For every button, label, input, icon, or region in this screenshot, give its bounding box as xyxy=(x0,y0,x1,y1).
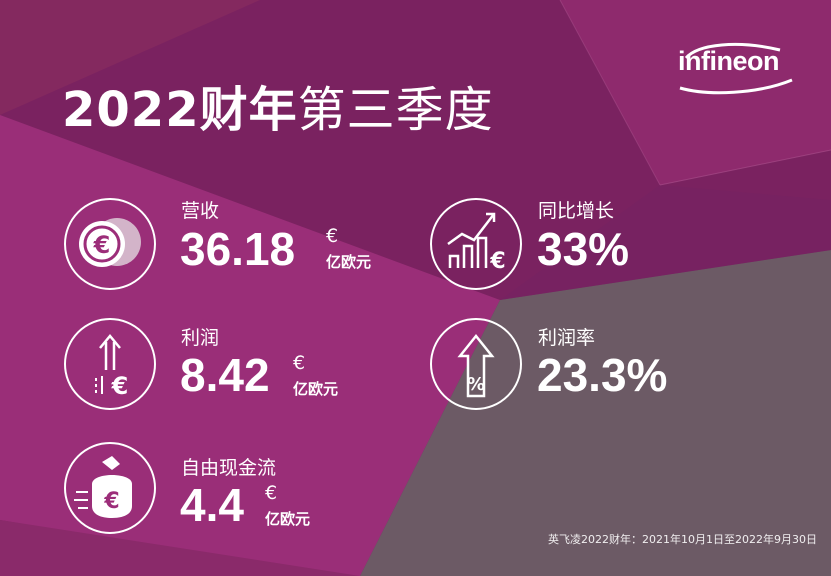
svg-text:€: € xyxy=(489,249,505,274)
growth-value: 33% xyxy=(537,223,630,275)
svg-text:€: € xyxy=(103,489,119,514)
cashflow-label: 自由现金流 xyxy=(181,457,277,479)
profit-value: 8.42 xyxy=(180,349,270,401)
money-bag-euro-icon: € xyxy=(64,442,156,534)
svg-text:€: € xyxy=(111,372,129,400)
cashflow-unit: 亿欧元 xyxy=(265,510,311,528)
euro-coins-icon: € xyxy=(64,198,156,290)
page-title: 2022财年第三季度 xyxy=(62,70,494,140)
profit-currency: € xyxy=(293,352,306,374)
svg-text:€: € xyxy=(93,231,111,259)
logo-text: infineon xyxy=(678,46,779,76)
revenue-label: 营收 xyxy=(181,200,220,222)
percent-arrow-icon: % xyxy=(430,318,522,410)
infineon-logo xyxy=(679,42,793,95)
profit-unit: 亿欧元 xyxy=(293,380,339,398)
profit-arrow-euro-icon: € xyxy=(64,318,156,410)
revenue-value: 36.18 xyxy=(180,223,296,275)
title-year: 2022财年 xyxy=(62,82,298,138)
margin-label: 利润率 xyxy=(538,327,596,349)
profit-label: 利润 xyxy=(181,327,220,349)
footnote: 英飞凌2022财年：2021年10月1日至2022年9月30日 xyxy=(548,533,817,546)
svg-text:%: % xyxy=(467,374,485,395)
title-quarter: 第三季度 xyxy=(297,82,494,138)
revenue-currency: € xyxy=(326,225,339,247)
cashflow-value: 4.4 xyxy=(180,479,244,531)
growth-chart-icon: € xyxy=(430,198,522,290)
growth-label: 同比增长 xyxy=(538,200,615,222)
revenue-unit: 亿欧元 xyxy=(326,253,372,271)
margin-value: 23.3% xyxy=(537,349,668,401)
cashflow-currency: € xyxy=(265,482,278,504)
